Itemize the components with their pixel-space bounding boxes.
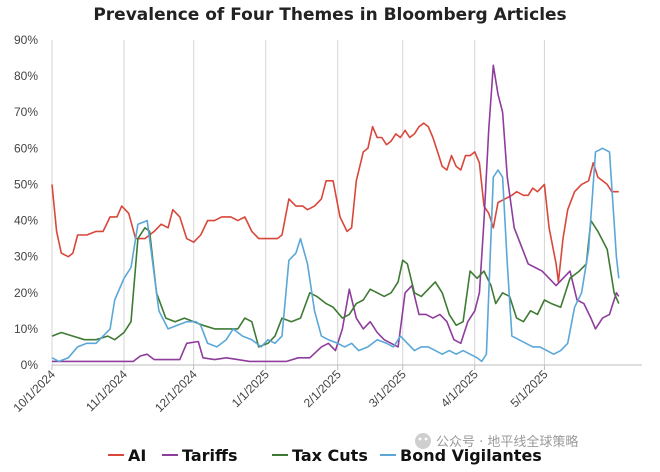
series-line-tax-cuts bbox=[51, 219, 620, 348]
y-tick-label: 70% bbox=[14, 105, 38, 119]
legend-label: Tax Cuts bbox=[292, 446, 368, 465]
x-tick-label: 12/1/2024 bbox=[152, 367, 200, 415]
legend: AI Tariffs Tax Cuts Bond Vigilantes bbox=[108, 446, 542, 465]
x-tick-label: 2/1/2025 bbox=[301, 367, 344, 410]
y-tick-label: 10% bbox=[14, 322, 38, 336]
y-axis: 0% 10% 20% 30% 40% 50% 60% 70% 80% 90% bbox=[14, 33, 38, 372]
x-axis: 10/1/2024 11/1/2024 12/1/2024 1/1/2025 2/1/2… bbox=[10, 365, 551, 415]
legend-label: Tariffs bbox=[182, 446, 238, 465]
watermark: 公众号 · 地平线全球策略 bbox=[415, 433, 578, 450]
y-tick-label: 50% bbox=[14, 177, 38, 191]
x-tick-label: 3/1/2025 bbox=[366, 367, 409, 410]
y-tick-label: 90% bbox=[14, 33, 38, 47]
legend-label: Bond Vigilantes bbox=[400, 446, 542, 465]
series-lines bbox=[51, 64, 620, 363]
y-tick-label: 30% bbox=[14, 250, 38, 264]
y-tick-label: 20% bbox=[14, 286, 38, 300]
watermark-text: 公众号 · 地平线全球策略 bbox=[436, 434, 578, 450]
series-line-ai bbox=[51, 122, 619, 283]
legend-label: AI bbox=[128, 446, 146, 465]
x-tick-label: 5/1/2025 bbox=[508, 367, 551, 410]
chart-title: Prevalence of Four Themes in Bloomberg A… bbox=[93, 5, 566, 25]
x-tick-label: 11/1/2024 bbox=[83, 367, 130, 414]
x-tick-label: 10/1/2024 bbox=[10, 367, 58, 415]
y-tick-label: 80% bbox=[14, 69, 38, 83]
series-line-bond-vigilantes bbox=[51, 147, 620, 363]
y-tick-label: 60% bbox=[14, 141, 38, 155]
series-line-tariffs bbox=[52, 64, 620, 363]
x-tick-label: 1/1/2025 bbox=[229, 367, 272, 410]
wechat-icon bbox=[415, 433, 431, 449]
wechat-icon-eye-left bbox=[418, 437, 422, 441]
x-tick-label: 4/1/2025 bbox=[438, 367, 481, 410]
wechat-icon-eye-right bbox=[424, 437, 428, 441]
y-tick-label: 40% bbox=[14, 214, 38, 228]
y-tick-label: 0% bbox=[21, 358, 39, 372]
